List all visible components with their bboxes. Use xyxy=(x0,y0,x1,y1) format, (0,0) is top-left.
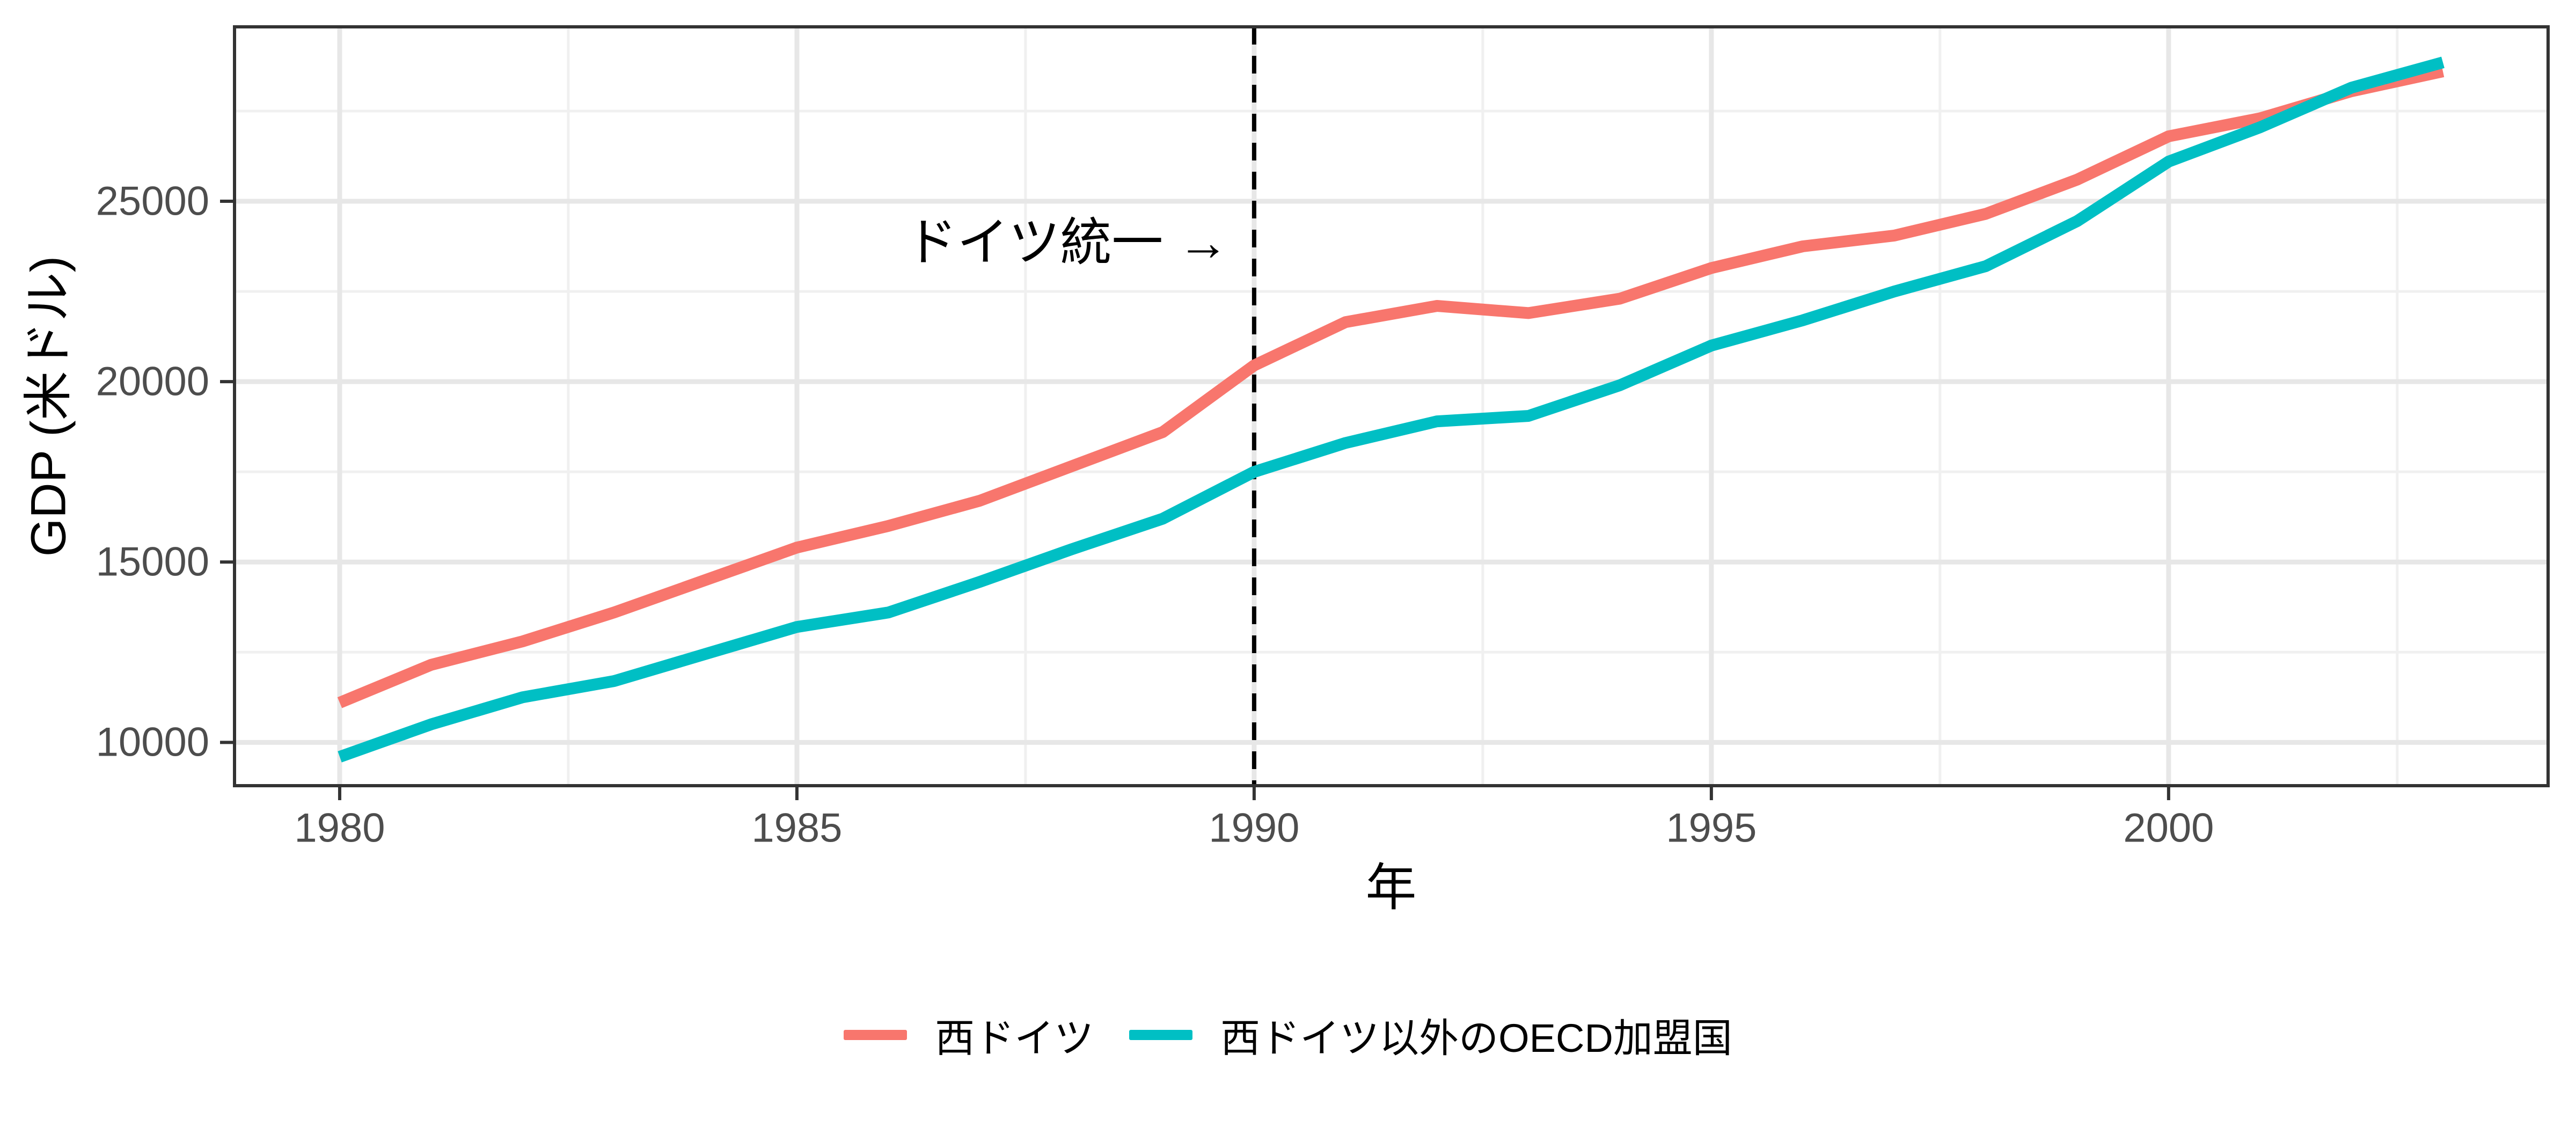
y-tick-label: 15000 xyxy=(96,539,209,585)
x-tick-label: 1980 xyxy=(294,805,385,851)
x-tick-label: 2000 xyxy=(2123,805,2214,851)
x-axis-title: 年 xyxy=(1365,859,1417,917)
series-line-other-oecd xyxy=(338,56,2445,763)
legend-label-west-germany: 西ドイツ xyxy=(935,1015,1094,1060)
panel-border xyxy=(233,25,2550,787)
legend-label-other-oecd: 西ドイツ以外のOECD加盟国 xyxy=(1220,1015,1732,1060)
y-tick-label: 10000 xyxy=(96,719,209,765)
legend-key-west-germany xyxy=(844,1029,908,1040)
y-tick-label: 20000 xyxy=(96,358,209,405)
reunification-annotation: ドイツ統一 → xyxy=(905,214,1229,272)
series-line-west-germany xyxy=(337,65,2445,708)
legend-item-west-germany: 西ドイツ xyxy=(844,1006,1094,1064)
y-tick-label: 25000 xyxy=(96,178,209,224)
legend-item-other-oecd: 西ドイツ以外のOECD加盟国 xyxy=(1129,1006,1732,1064)
y-axis-title: GDP (米ドル) xyxy=(21,255,76,557)
x-tick-label: 1995 xyxy=(1666,805,1757,851)
legend-key-other-oecd xyxy=(1129,1029,1193,1040)
x-tick-label: 1990 xyxy=(1209,805,1300,851)
x-tick-label: 1985 xyxy=(751,805,843,851)
